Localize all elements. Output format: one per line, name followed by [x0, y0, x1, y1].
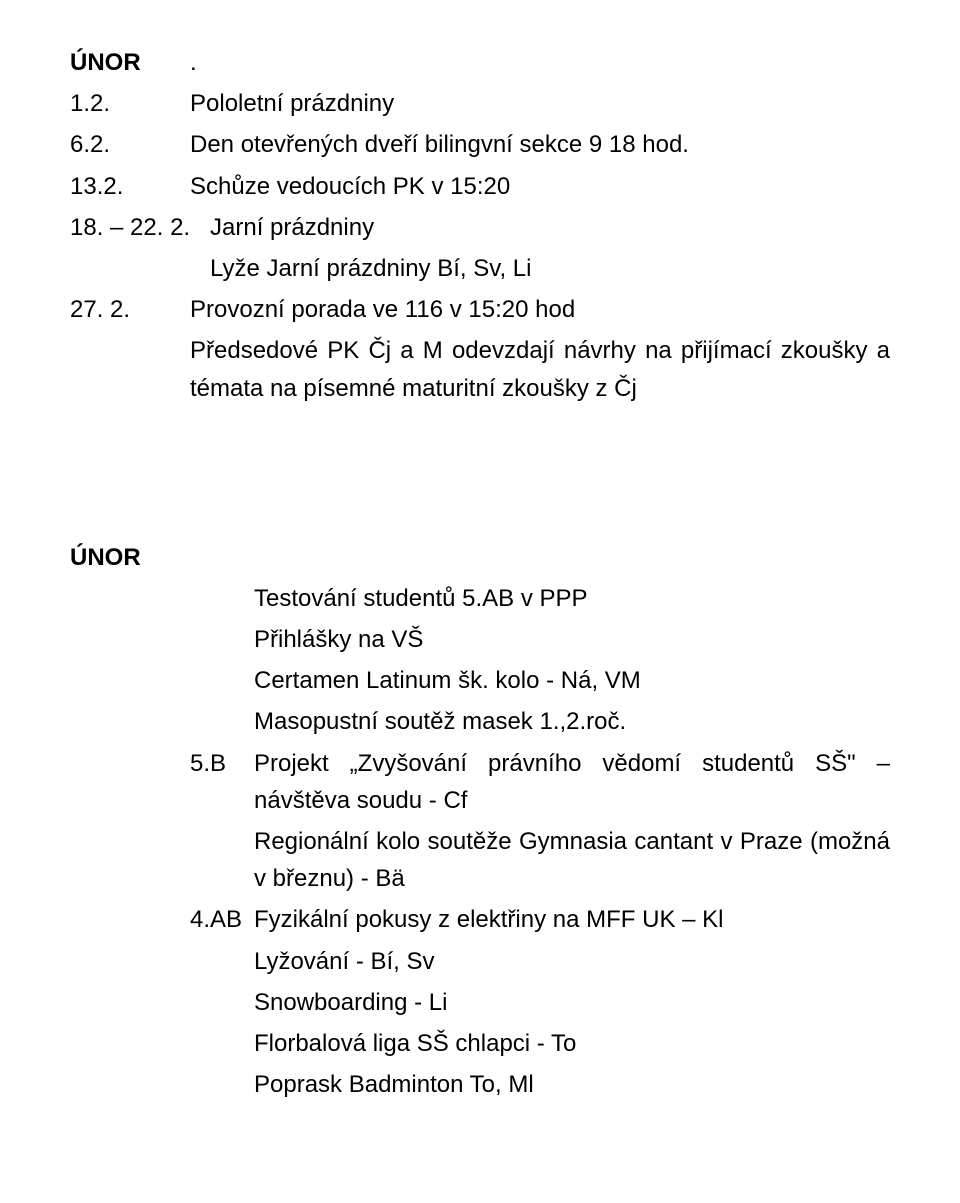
list-item: Lyžování - Bí, Sv — [190, 943, 890, 980]
section2-heading: ÚNOR — [70, 539, 190, 576]
list-item-labeled: 4.AB Fyzikální pokusy z elektřiny na MFF… — [190, 901, 890, 938]
sub-label: 4.AB — [190, 901, 254, 938]
section2-heading-row: ÚNOR — [70, 539, 890, 576]
text-cell: Fyzikální pokusy z elektřiny na MFF UK –… — [254, 901, 890, 938]
text-cell: Předsedové PK Čj a M odevzdají návrhy na… — [190, 332, 890, 406]
text-cell: Testování studentů 5.AB v PPP — [254, 580, 890, 617]
sub-label: 5.B — [190, 745, 254, 782]
list-item-labeled: 5.B Projekt „Zvyšování právního vědomí s… — [190, 745, 890, 819]
text-cell: Snowboarding - Li — [254, 984, 890, 1021]
section2-body: Testování studentů 5.AB v PPP Přihlášky … — [190, 580, 890, 1103]
doc-row: 1.2. Pololetní prázdniny — [70, 85, 890, 122]
date-cell: 1.2. — [70, 85, 190, 122]
list-item: Přihlášky na VŠ — [190, 621, 890, 658]
list-item: Certamen Latinum šk. kolo - Ná, VM — [190, 662, 890, 699]
text-cell: Masopustní soutěž masek 1.,2.roč. — [254, 703, 890, 740]
text-cell: Schůze vedoucích PK v 15:20 — [190, 168, 890, 205]
list-item: Poprask Badminton To, Ml — [190, 1066, 890, 1103]
text-cell: Regionální kolo soutěže Gymnasia cantant… — [254, 823, 890, 897]
text-cell: Pololetní prázdniny — [190, 85, 890, 122]
doc-row-cont: Předsedové PK Čj a M odevzdají návrhy na… — [70, 332, 890, 406]
date-cell: 18. – 22. 2. — [70, 209, 210, 246]
section1-heading: ÚNOR — [70, 44, 190, 81]
text-cell: Přihlášky na VŠ — [254, 621, 890, 658]
text-cell: Den otevřených dveří bilingvní sekce 9 1… — [190, 126, 890, 163]
doc-row-cont: Lyže Jarní prázdniny Bí, Sv, Li — [70, 250, 890, 287]
list-item: Testování studentů 5.AB v PPP — [190, 580, 890, 617]
doc-row: 27. 2. Provozní porada ve 116 v 15:20 ho… — [70, 291, 890, 328]
date-cell: 13.2. — [70, 168, 190, 205]
text-cell: Provozní porada ve 116 v 15:20 hod — [190, 291, 890, 328]
date-cell: 27. 2. — [70, 291, 190, 328]
section1-heading-sep: . — [190, 44, 890, 81]
section1-heading-row: ÚNOR . — [70, 44, 890, 81]
text-cell: Lyžování - Bí, Sv — [254, 943, 890, 980]
text-cell: Lyže Jarní prázdniny Bí, Sv, Li — [210, 250, 890, 287]
text-cell: Jarní prázdniny — [210, 209, 890, 246]
section-gap — [70, 411, 890, 539]
list-item: Regionální kolo soutěže Gymnasia cantant… — [190, 823, 890, 897]
list-item: Florbalová liga SŠ chlapci - To — [190, 1025, 890, 1062]
doc-row: 18. – 22. 2. Jarní prázdniny — [70, 209, 890, 246]
list-item: Snowboarding - Li — [190, 984, 890, 1021]
text-cell: Poprask Badminton To, Ml — [254, 1066, 890, 1103]
date-cell: 6.2. — [70, 126, 190, 163]
list-item: Masopustní soutěž masek 1.,2.roč. — [190, 703, 890, 740]
text-cell: Florbalová liga SŠ chlapci - To — [254, 1025, 890, 1062]
doc-row: 13.2. Schůze vedoucích PK v 15:20 — [70, 168, 890, 205]
text-cell: Projekt „Zvyšování právního vědomí stude… — [254, 745, 890, 819]
doc-row: 6.2. Den otevřených dveří bilingvní sekc… — [70, 126, 890, 163]
text-cell: Certamen Latinum šk. kolo - Ná, VM — [254, 662, 890, 699]
